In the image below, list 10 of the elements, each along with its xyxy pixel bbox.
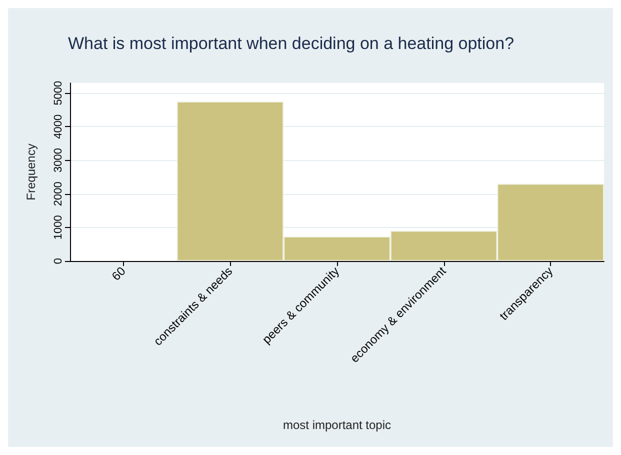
y-axis-title: Frequency (24, 144, 38, 200)
x-tick-label: 60 (109, 264, 129, 284)
chart-title: What is most important when deciding on a heating option? (68, 34, 514, 53)
y-tick-label: 4000 (52, 114, 64, 139)
y-tick-label: 1000 (52, 215, 64, 240)
y-tick-label: 2000 (52, 182, 64, 206)
x-axis-title: most important topic (282, 418, 392, 432)
y-tick-label: 5000 (52, 80, 64, 106)
y-tick-label: 0 (52, 258, 64, 264)
y-tick-label: 3000 (52, 148, 64, 172)
